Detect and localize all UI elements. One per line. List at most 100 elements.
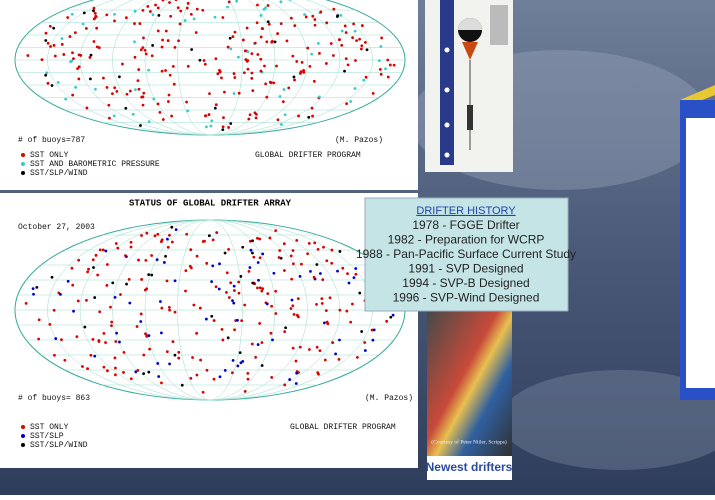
buoy-dot — [380, 73, 383, 76]
buoy-dot — [89, 77, 92, 80]
buoy-dot — [358, 38, 361, 41]
buoy-dot — [205, 262, 208, 265]
legend-item: SST/SLP/WIND — [30, 169, 88, 178]
buoy-dot — [260, 36, 263, 39]
buoy-dot — [128, 302, 131, 305]
buoy-dot — [114, 367, 117, 370]
buoy-dot — [60, 338, 63, 341]
buoy-dot — [45, 32, 48, 35]
buoy-dot — [309, 270, 312, 273]
buoy-dot — [339, 250, 342, 253]
buoy-dot — [114, 340, 117, 343]
buoy-dot — [140, 234, 143, 237]
buoy-dot — [313, 80, 316, 83]
buoy-dot — [115, 242, 118, 245]
buoy-dot — [280, 22, 283, 25]
buoy-dot — [271, 338, 274, 341]
buoy-dot — [309, 65, 312, 68]
buoy-dot — [321, 302, 324, 305]
buoy-dot — [278, 256, 281, 259]
page: # of buoys=787 (M. Pazos) SST ONLY SST A… — [0, 0, 715, 495]
buoy-dot — [77, 259, 80, 262]
buoy-dot — [338, 309, 341, 312]
buoy-dot — [71, 267, 74, 270]
buoy-dot — [57, 81, 60, 84]
buoy-dot — [185, 233, 188, 236]
buoy-dot — [179, 10, 182, 13]
buoy-dot — [161, 46, 164, 49]
buoy-dot — [157, 14, 160, 17]
buoy-dot — [113, 13, 116, 16]
buoy-dot — [75, 335, 78, 338]
buoy-dot — [256, 286, 259, 289]
buoy-dot — [297, 297, 300, 300]
program: GLOBAL DRIFTER PROGRAM — [255, 151, 361, 160]
buoy-dot — [228, 0, 231, 3]
buoy-dot — [196, 255, 199, 258]
buoy-dot — [331, 341, 334, 344]
buoy-dot — [389, 64, 392, 67]
buoy-dot — [275, 65, 278, 68]
buoy-dot — [208, 92, 211, 95]
buoy-dot — [325, 259, 328, 262]
buoy-dot — [283, 269, 286, 272]
legend-marker — [21, 162, 25, 166]
buoy-dot — [314, 24, 317, 27]
buoy-dot — [210, 119, 213, 122]
author: (M. Pazos) — [335, 136, 383, 145]
buoy-dot — [116, 247, 119, 250]
buoy-dot — [385, 320, 388, 323]
buoy-dot — [319, 272, 322, 275]
buoy-dot — [72, 57, 75, 60]
buoy-dot — [132, 113, 135, 116]
buoy-dot — [256, 237, 259, 240]
buoy-dot — [167, 246, 170, 249]
buoy-dot — [147, 273, 150, 276]
buoy-dot — [237, 56, 240, 59]
buoy-dot — [222, 125, 225, 128]
buoy-dot — [229, 37, 232, 40]
buoy-dot — [74, 31, 77, 34]
buoy-dot — [196, 374, 199, 377]
buoy-dot — [139, 320, 142, 323]
buoy-dot — [246, 27, 249, 30]
buoy-dot — [283, 384, 286, 387]
buoy-dot — [150, 274, 153, 277]
buoy-dot — [236, 365, 239, 368]
buoy-dot — [61, 43, 64, 46]
buoy-dot — [216, 72, 219, 75]
buoy-dot — [269, 81, 272, 84]
buoy-dot — [257, 279, 260, 282]
buoy-dot — [161, 39, 164, 42]
buoy-dot — [345, 31, 348, 34]
buoy-dot — [265, 96, 268, 99]
buoy-dot — [156, 362, 159, 365]
buoy-dot — [145, 232, 148, 235]
buoy-dot — [384, 67, 387, 70]
buoy-dot — [164, 69, 167, 72]
buoy-dot — [124, 107, 127, 110]
buoy-dot — [250, 249, 253, 252]
buoy-dot — [379, 45, 382, 48]
buoy-dot — [47, 42, 50, 45]
buoy-dot — [240, 319, 243, 322]
buoy-dot — [72, 310, 75, 313]
buoy-dot — [74, 86, 77, 89]
buoy-dot — [151, 44, 154, 47]
buoy-dot — [52, 27, 55, 30]
buoy-dot — [270, 332, 273, 335]
legend-item: SST/SLP/WIND — [30, 441, 88, 450]
buoy-dot — [105, 284, 108, 287]
buoy-dot — [266, 303, 269, 306]
buoy-dot — [81, 365, 84, 368]
buoy-dot — [238, 292, 241, 295]
buoy-dot — [87, 268, 90, 271]
history-title[interactable]: DRIFTER HISTORY — [416, 205, 516, 217]
buoy-dot — [161, 70, 164, 73]
buoy-dot — [192, 304, 195, 307]
buoy-dot — [316, 371, 319, 374]
buoy-dot — [113, 19, 116, 22]
buoy-dot — [184, 269, 187, 272]
buoy-dot — [137, 68, 140, 71]
buoy-dot — [221, 339, 224, 342]
